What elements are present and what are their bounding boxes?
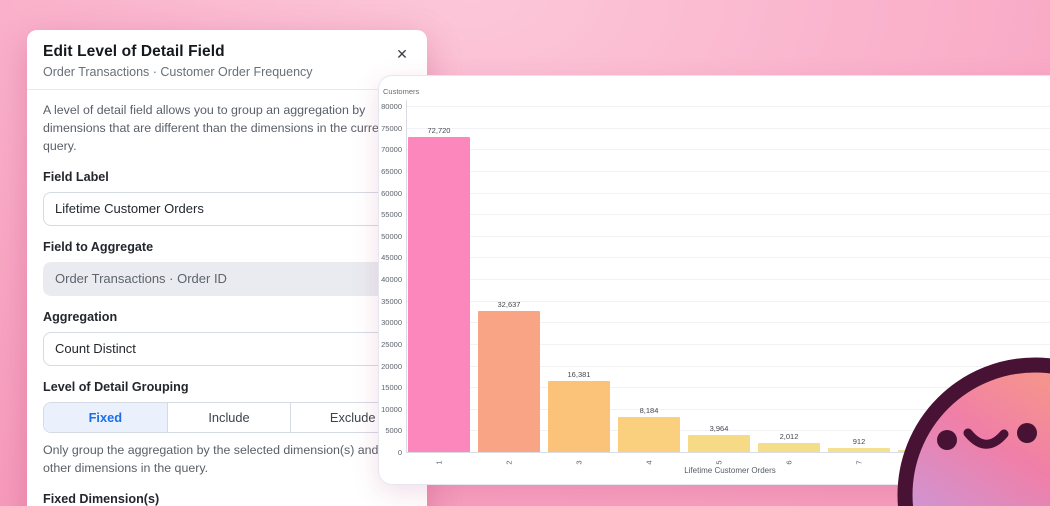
y-tick-label: 60000 [381, 188, 402, 198]
y-tick-label: 25000 [381, 339, 402, 349]
field-to-aggregate-input [43, 261, 415, 296]
bar-value-label: 8,184 [639, 405, 659, 415]
mascot [897, 357, 1050, 506]
gridline [406, 322, 1050, 324]
y-axis-line [406, 100, 407, 452]
modal-body: A level of detail field allows you to gr… [27, 90, 440, 506]
modal-title: Edit Level of Detail Field [43, 43, 225, 60]
y-tick-label: 40000 [381, 275, 402, 284]
gridline [406, 192, 1050, 194]
y-tick-label: 55000 [381, 210, 402, 220]
x-tick-label: 7 [854, 460, 864, 465]
y-tick-label: 50000 [381, 231, 402, 241]
grouping-option-fixed[interactable]: Fixed [44, 402, 168, 432]
modal-subtitle: Order Transactions · Customer Order Freq… [43, 65, 313, 79]
x-tick-label: 4 [644, 460, 654, 465]
bar[interactable] [618, 416, 680, 452]
mascot-left-eye [937, 430, 957, 450]
field-label-input[interactable] [43, 191, 415, 226]
field-label-label: Field Label [43, 169, 109, 184]
x-tick-label: 5 [714, 460, 724, 465]
gridline [406, 170, 1050, 172]
y-tick-label: 65000 [381, 166, 402, 176]
gridline [406, 365, 1050, 367]
chart-plot: Customers Lifetime Customer Orders 0 5000… [379, 76, 1050, 484]
y-tick-label: 0 [397, 448, 402, 457]
bar-value-label: 16,381 [567, 370, 591, 380]
gridline [406, 387, 1050, 389]
y-tick-label: 30000 [381, 318, 402, 328]
field-to-aggregate-label: Field to Aggregate [43, 239, 154, 254]
gridline [406, 430, 1050, 432]
x-tick-label: 3 [574, 460, 584, 465]
fixed-dimensions-label: Fixed Dimension(s) [43, 491, 160, 506]
grouping-label: Level of Detail Grouping [43, 379, 189, 394]
y-tick-label: 45000 [381, 253, 402, 263]
bar[interactable] [688, 434, 750, 452]
bar[interactable] [828, 448, 890, 452]
aggregation-input[interactable] [43, 331, 415, 366]
mascot-right-eye [1017, 423, 1037, 443]
bar[interactable] [408, 137, 470, 452]
grouping-option-include[interactable]: Include [167, 402, 292, 432]
bar-value-label: 912 [852, 437, 866, 447]
close-icon[interactable]: ✕ [391, 43, 413, 65]
edit-level-of-detail-modal: Edit Level of Detail Field Order Transac… [27, 30, 440, 506]
gridline [406, 214, 1050, 216]
y-tick-label: 20000 [381, 361, 402, 371]
gridline [406, 408, 1050, 410]
y-tick-label: 80000 [381, 102, 402, 111]
bar[interactable] [478, 310, 540, 452]
bar-value-label: 3,964 [709, 423, 729, 433]
bar-value-label: 2,012 [779, 432, 799, 442]
y-tick-label: 70000 [381, 145, 402, 155]
x-axis-line [406, 452, 1050, 453]
gridline [406, 300, 1050, 302]
gridline [406, 343, 1050, 345]
y-tick-label: 35000 [381, 296, 402, 306]
gridline [406, 257, 1050, 259]
bar[interactable] [758, 443, 820, 452]
modal-description: A level of detail field allows you to gr… [43, 103, 390, 153]
mascot-face [897, 357, 1050, 506]
gridline [406, 127, 1050, 129]
bar-value-label: 32,637 [497, 299, 521, 309]
x-axis-title: Lifetime Customer Orders [684, 466, 776, 475]
chart-panel: Customers Lifetime Customer Orders 0 5000… [378, 75, 1050, 485]
grouping-segmented-control: Fixed Include Exclude [43, 401, 415, 433]
bar-value-label: 72,720 [427, 126, 451, 136]
x-tick-label: 6 [784, 460, 794, 465]
y-axis-title: Customers [383, 87, 420, 96]
y-tick-label: 5000 [385, 426, 402, 436]
gridline [406, 149, 1050, 151]
gridline [406, 279, 1050, 280]
modal-header: Edit Level of Detail Field Order Transac… [27, 30, 427, 90]
bar[interactable] [548, 381, 610, 452]
x-tick-label: 1 [434, 460, 444, 465]
y-tick-label: 15000 [381, 383, 402, 393]
x-tick-label: 2 [504, 460, 514, 465]
aggregation-label: Aggregation [43, 309, 118, 324]
gridline [406, 235, 1050, 237]
y-tick-label: 75000 [381, 123, 402, 133]
gridline [406, 106, 1050, 107]
grouping-help-text: Only group the aggregation by the select… [43, 442, 440, 475]
mascot-smile [963, 428, 1009, 449]
y-tick-label: 10000 [381, 404, 402, 414]
